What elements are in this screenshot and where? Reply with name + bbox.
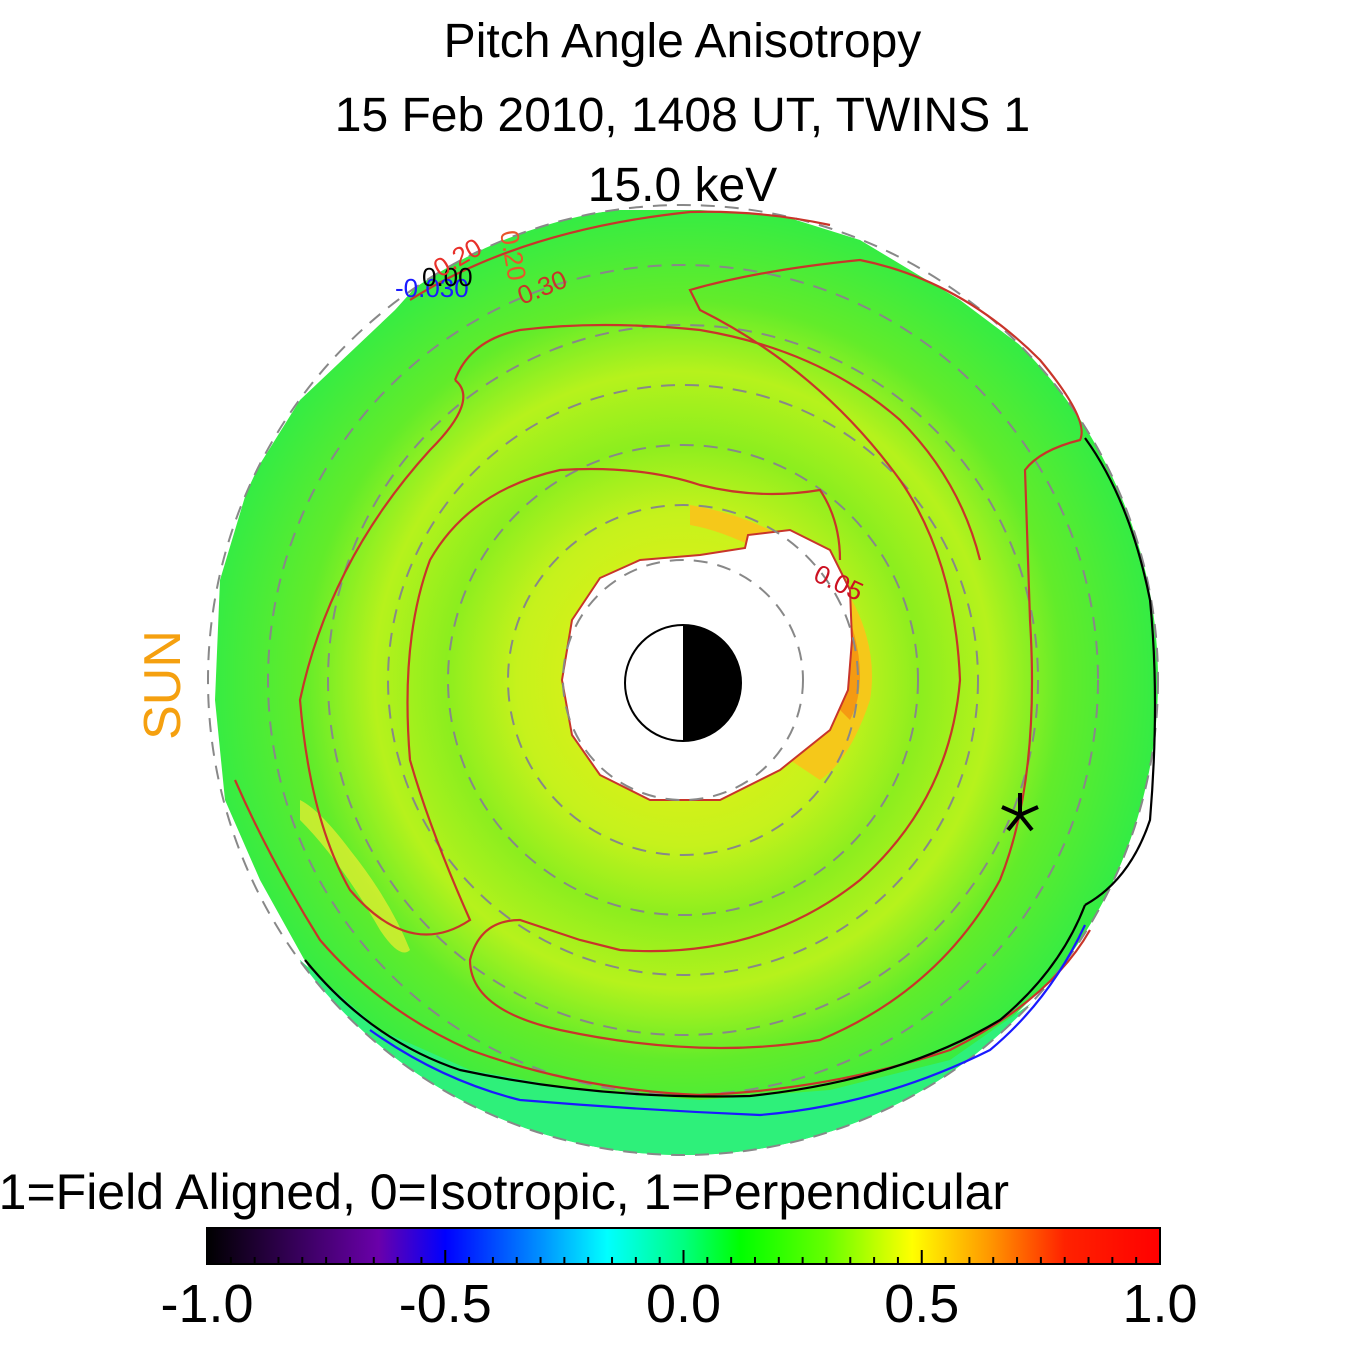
contour-lines <box>233 210 1157 1117</box>
chart-subtitle: 15 Feb 2010, 1408 UT, TWINS 1 <box>334 89 1031 142</box>
energy-label: 15.0 keV <box>587 159 778 212</box>
contour-label: -0.030 <box>395 273 469 303</box>
star-marker-icon <box>1001 793 1039 832</box>
contour-label: 0.00 <box>422 262 473 292</box>
earth-icon <box>624 624 742 742</box>
colorbar-tick-label: 0.5 <box>884 1274 960 1334</box>
colorbar-tick-label: 1.0 <box>1122 1274 1198 1334</box>
colorbar-tick-label: 0.0 <box>645 1274 722 1334</box>
colorbar-caption: -1=Field Aligned, 0=Isotropic, 1=Perpend… <box>0 1164 1010 1220</box>
sun-label: SUN <box>134 630 192 740</box>
chart-title: Pitch Angle Anisotropy <box>443 15 922 68</box>
colorbar-tick-label: -0.5 <box>398 1274 492 1334</box>
colorbar-ticks <box>206 1250 1161 1264</box>
colorbar-tick-label: -1.0 <box>160 1274 254 1334</box>
